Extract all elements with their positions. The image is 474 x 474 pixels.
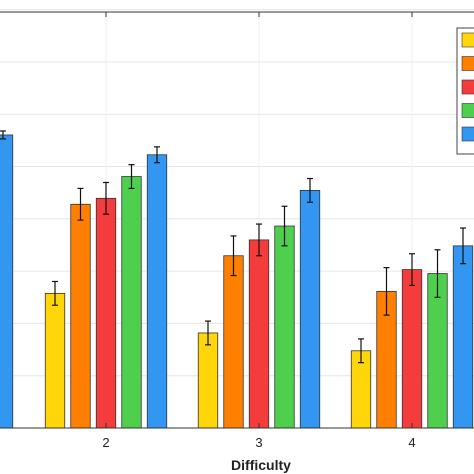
bars xyxy=(0,134,474,429)
x-tick-label: 3 xyxy=(255,435,262,450)
x-tick-labels: 2 3 4 xyxy=(102,435,415,450)
bar xyxy=(0,134,14,429)
x-tick-label: 4 xyxy=(408,435,415,450)
bar xyxy=(452,245,474,429)
bar xyxy=(146,154,168,429)
bar xyxy=(121,176,142,429)
bar xyxy=(44,292,66,429)
legend-swatch xyxy=(461,103,474,118)
legend-swatch xyxy=(461,126,474,142)
x-axis-label: Difficulty xyxy=(231,457,291,473)
bar xyxy=(223,255,244,429)
axes xyxy=(0,11,474,429)
legend-swatch xyxy=(461,32,474,48)
x-tick-label: 2 xyxy=(102,435,109,450)
bar xyxy=(95,197,117,429)
bar xyxy=(70,203,91,429)
legend-swatch xyxy=(461,79,474,95)
error-bars xyxy=(0,130,466,364)
bar xyxy=(299,189,321,429)
bar xyxy=(248,239,270,429)
legend-swatch xyxy=(461,56,474,71)
bar xyxy=(401,269,423,429)
bar xyxy=(197,332,219,429)
legend xyxy=(456,27,474,155)
bar xyxy=(274,225,295,429)
